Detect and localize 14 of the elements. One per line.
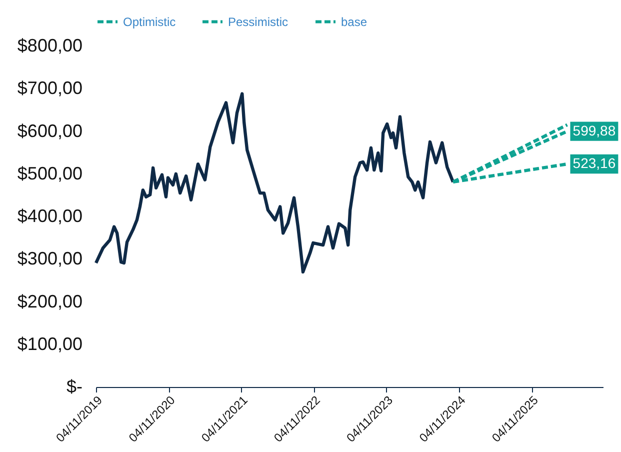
legend-label: Pessimistic bbox=[228, 14, 288, 29]
y-tick-label: $100,00 bbox=[17, 334, 82, 354]
legend-label: base bbox=[341, 14, 368, 29]
y-tick-label: $800,00 bbox=[17, 36, 82, 56]
data-label: 523,16 bbox=[572, 155, 616, 172]
y-tick-label: $400,00 bbox=[17, 206, 82, 226]
y-tick-label: $500,00 bbox=[17, 163, 82, 184]
legend-label: Optimistic bbox=[123, 14, 176, 29]
data-label: 599,88 bbox=[572, 122, 616, 138]
y-tick-label: $200,00 bbox=[17, 291, 82, 312]
y-tick-label: $700,00 bbox=[17, 78, 82, 98]
y-tick-label: $300,00 bbox=[17, 248, 82, 269]
y-tick-label: $- bbox=[66, 376, 82, 396]
y-tick-label: $600,00 bbox=[17, 120, 82, 141]
